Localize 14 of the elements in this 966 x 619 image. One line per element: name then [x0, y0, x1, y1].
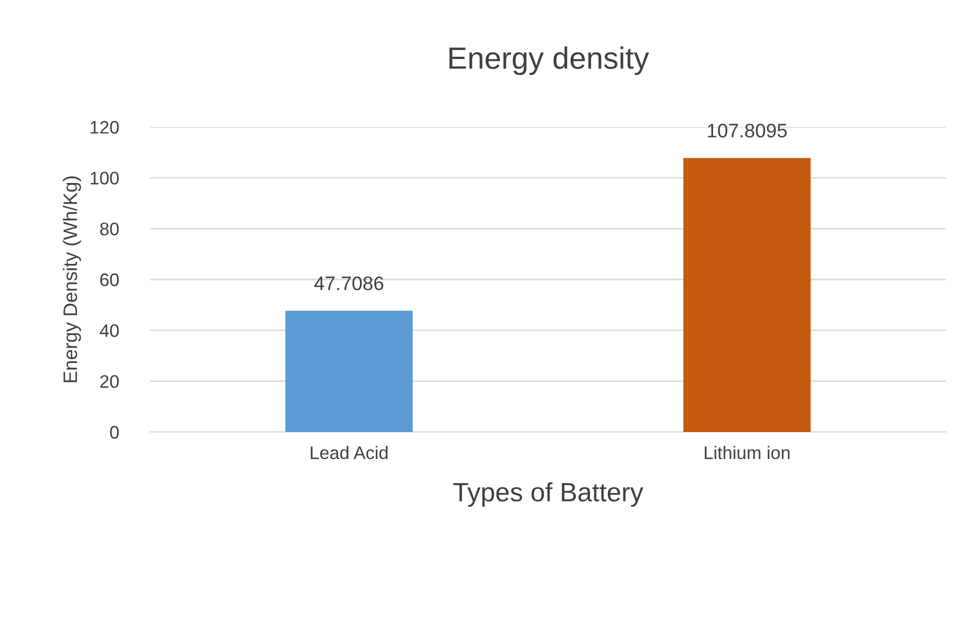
y-tick-label: 40 — [100, 324, 119, 338]
y-tick-label: 120 — [90, 120, 119, 134]
data-label: 47.7086 — [314, 276, 384, 290]
data-label: 107.8095 — [708, 124, 787, 138]
x-tick-label: Lithium ion — [704, 446, 790, 460]
chart-title: Energy density — [449, 46, 650, 76]
y-axis-title: Energy Density (Wh/Kg) — [62, 176, 81, 382]
y-tick-label: 20 — [100, 375, 119, 388]
y-tick-label: 100 — [90, 172, 119, 185]
y-tick-label: 0 — [110, 426, 119, 439]
y-tick-label: 60 — [100, 273, 119, 286]
x-tick-label: Lead Acid — [310, 446, 388, 460]
x-axis-title: Types of Battery — [453, 482, 644, 507]
y-tick-label: 80 — [100, 222, 119, 236]
